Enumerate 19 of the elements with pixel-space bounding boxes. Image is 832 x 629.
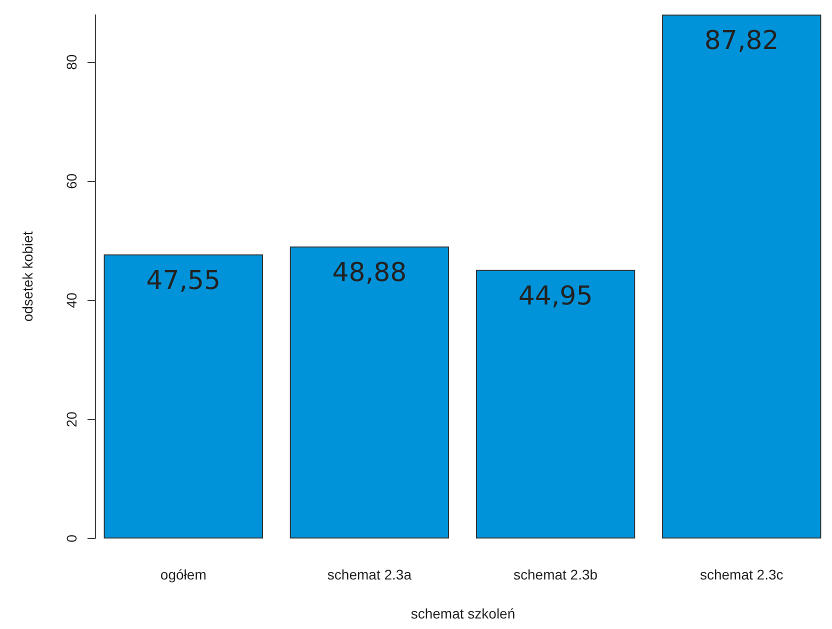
- y-tick-label: 60: [64, 173, 80, 190]
- data-label: 44,95: [518, 281, 593, 312]
- data-label: 47,55: [146, 266, 221, 296]
- x-tick-label: schemat 2.3b: [514, 566, 598, 582]
- bar: [104, 254, 263, 538]
- y-tick-label: 0: [64, 534, 80, 542]
- data-label: 87,82: [704, 26, 779, 56]
- y-tick-label: 80: [64, 54, 80, 70]
- data-label: 48,88: [332, 258, 407, 288]
- x-axis-title: schemat szkoleń: [410, 606, 516, 622]
- x-tick-label: ogółem: [160, 566, 206, 582]
- x-tick-label: schemat 2.3c: [700, 566, 784, 582]
- bar: [290, 246, 450, 538]
- y-axis-title: odsetek kobiet: [20, 231, 36, 322]
- y-tick-label: 20: [64, 411, 80, 428]
- bar: [476, 270, 636, 538]
- y-tick-label: 40: [64, 292, 80, 308]
- bar: [662, 14, 822, 538]
- x-tick-label: schemat 2.3a: [327, 566, 412, 582]
